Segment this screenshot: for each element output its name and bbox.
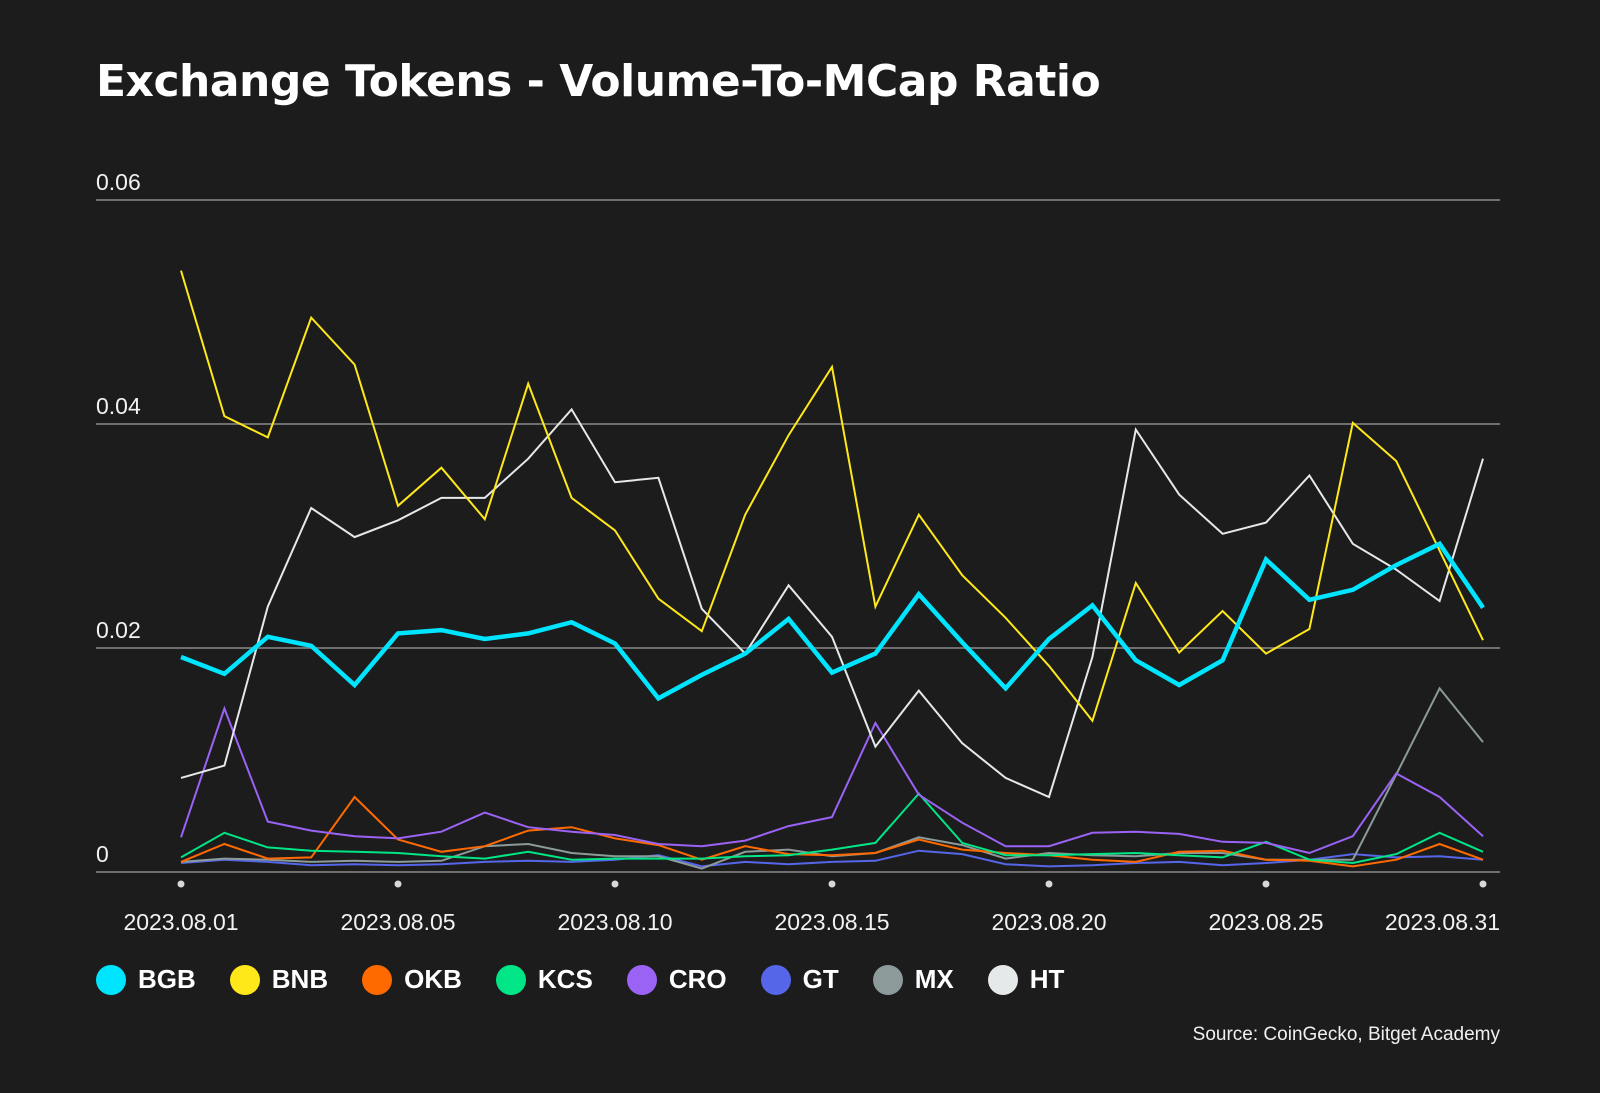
series-line-bgb [180, 540, 1485, 702]
y-tick-label: 0.04 [96, 393, 141, 419]
legend-label: OKB [404, 964, 462, 994]
x-tick-label: 2023.08.20 [991, 909, 1106, 935]
y-tick-label: 0 [96, 841, 109, 867]
legend-swatch-icon [495, 964, 526, 995]
x-tick-label: 2023.08.05 [340, 909, 455, 935]
legend-label: MX [914, 964, 954, 994]
series-line-cro [180, 705, 1484, 855]
chart-title: Exchange Tokens - Volume-To-MCap Ratio [96, 56, 1101, 107]
series-lines [180, 270, 1485, 870]
legend-item-mx: MX [872, 964, 954, 995]
legend-swatch-icon [362, 964, 393, 995]
legend-swatch-icon [987, 964, 1018, 995]
legend-item-bgb: BGB [96, 964, 196, 995]
legend-item-cro: CRO [626, 964, 727, 995]
legend-label: HT [1029, 964, 1065, 994]
x-tick-dot [177, 880, 185, 888]
legend-label: BGB [138, 964, 196, 994]
x-tick-label: 2023.08.01 [123, 909, 238, 935]
x-tick-label: 2023.08.10 [557, 909, 672, 935]
legend-item-gt: GT [760, 964, 839, 995]
x-tick-dot [611, 880, 619, 888]
x-tick-dot [1262, 880, 1270, 888]
legend: BGB BNB OKB KCS CRO GT MX HT [96, 964, 1098, 995]
x-tick-dot [828, 880, 836, 888]
legend-item-okb: OKB [362, 964, 462, 995]
legend-label: KCS [537, 964, 593, 994]
x-tick-label: 2023.08.31 [1385, 909, 1500, 935]
y-tick-label: 0.06 [96, 169, 141, 195]
x-tick-dot [1045, 880, 1053, 888]
x-tick-label: 2023.08.25 [1208, 909, 1323, 935]
legend-swatch-icon [96, 964, 126, 995]
source-note: Source: CoinGecko, Bitget Academy [1192, 1024, 1500, 1045]
legend-swatch-icon [229, 964, 260, 995]
legend-item-kcs: KCS [495, 964, 593, 995]
legend-swatch-icon [626, 964, 657, 995]
legend-item-ht: HT [987, 964, 1065, 995]
y-tick-label: 0.02 [96, 617, 141, 643]
series-line-ht [180, 407, 1484, 799]
legend-swatch-icon [872, 964, 903, 995]
series-line-bnb [180, 270, 1484, 723]
legend-label: BNB [271, 964, 329, 994]
legend-swatch-icon [760, 964, 791, 995]
x-tick-dot [394, 880, 402, 888]
series-line-okb [180, 795, 1484, 868]
legend-item-bnb: BNB [229, 964, 329, 995]
gridlines [96, 199, 1500, 873]
x-axis-ticks: 2023.08.01 2023.08.05 2023.08.10 2023.08.15… [123, 880, 1500, 935]
y-axis-ticks: 0 0.02 0.04 0.06 [96, 169, 141, 867]
series-line-gt [180, 849, 1484, 868]
x-tick-label: 2023.08.15 [774, 909, 889, 935]
x-tick-dot [1479, 880, 1487, 888]
legend-label: GT [802, 964, 839, 994]
legend-label: CRO [668, 964, 727, 994]
series-line-kcs [180, 792, 1484, 865]
series-line-mx [180, 686, 1484, 870]
